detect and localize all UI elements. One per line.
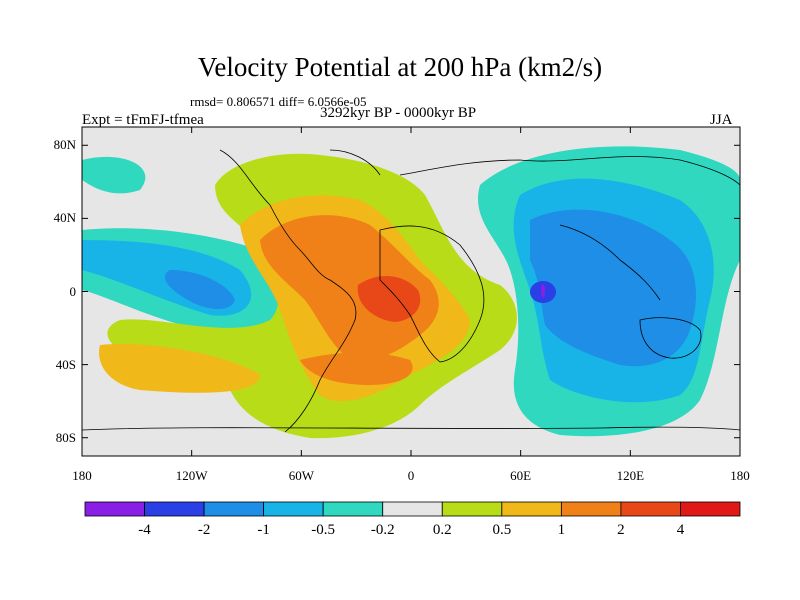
x-tick-label: 180 [730,468,750,483]
chart-title: Velocity Potential at 200 hPa (km2/s) [197,52,603,82]
season-label: JJA [710,112,733,128]
x-tick-label: 60E [510,468,532,483]
y-tick-label: 0 [69,283,77,299]
colorbar-tick-label: -2 [197,522,211,538]
stats-label: rmsd= 0.806571 diff= 6.0566e-05 [190,94,367,109]
pacific-west-low-band [82,156,146,194]
colorbar-tick-label: 2 [617,522,625,538]
y-tick-label: 80S [55,429,76,445]
colorbar-tick-label: 4 [676,522,685,538]
east-pacific-south-orange [300,352,413,385]
atlantic-high-core [357,275,421,322]
colorbar-tick-label: -4 [138,522,151,538]
east-pacific-low-core [164,270,235,310]
colorbar-swatch [322,501,384,517]
colorbar-tick-label: -0.5 [311,522,336,538]
x-tick-label: 60W [288,468,314,483]
colorbar-swatch [441,501,503,517]
experiment-label: Expt = tFmFJ-tfmea [82,112,204,128]
x-tick-label: 120W [175,468,208,483]
colorbar-tick-label: 0.5 [492,522,512,538]
colorbar-tick-label: -1 [257,522,270,538]
period-label: 3292kyr BP - 0000kyr BP [320,105,477,121]
x-tick-label: 180 [72,468,92,483]
colorbar-swatch [263,501,324,517]
x-tick-label: 0 [407,468,415,483]
y-tick-label: 40N [53,210,76,226]
colorbar-swatch [203,501,265,517]
colorbar-swatch [680,501,741,517]
colorbar-tick-label: 1 [557,522,566,538]
colorbar-swatch [560,501,622,517]
colorbar-tick-label: -0.2 [370,522,395,538]
colorbar-swatch [84,501,145,517]
colorbar-swatch [382,501,443,517]
indian-low-center [541,284,545,298]
colorbar-tick-label: 0.2 [432,522,452,538]
y-tick-label: 40S [55,356,76,372]
colorbar-swatch [620,501,681,517]
pacific-south-high [99,344,261,393]
contour-fill [82,127,740,456]
atlantic-high-inner [260,215,439,362]
colorbar-swatch [501,501,562,517]
colorbar-swatch [144,501,205,517]
x-tick-label: 120E [616,468,645,483]
colorbar [84,501,741,517]
y-tick-label: 80N [53,137,76,153]
x-tick-marks [81,127,741,456]
coastlines [82,149,740,433]
indian-low-inner [530,209,696,367]
y-tick-marks [82,144,740,439]
